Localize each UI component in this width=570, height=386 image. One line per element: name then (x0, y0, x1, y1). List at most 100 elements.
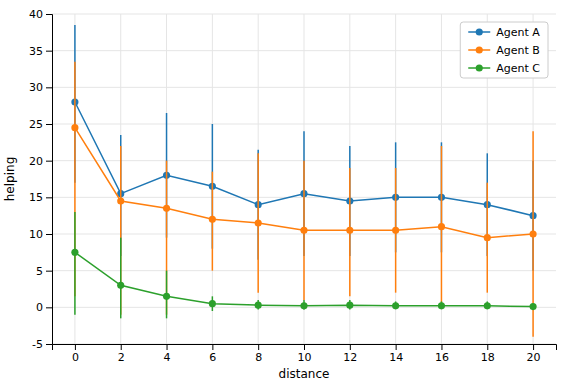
tick-mark (46, 197, 52, 198)
error-bar (74, 212, 76, 315)
line (75, 252, 533, 306)
point (255, 302, 262, 309)
grid-line (74, 14, 75, 344)
legend-box (460, 22, 548, 78)
grid-line (120, 14, 121, 344)
grid (52, 14, 556, 344)
point (438, 302, 445, 309)
tick-label: 16 (435, 351, 449, 364)
tick-label: 18 (481, 351, 495, 364)
point (117, 197, 124, 204)
tick: 20 (29, 155, 52, 168)
tick-label: 12 (343, 351, 357, 364)
tick-mark (212, 344, 213, 350)
tick-mark (46, 51, 52, 52)
tick-mark (304, 344, 305, 350)
y-axis-title: helping (3, 157, 17, 202)
point (392, 302, 399, 309)
tick-mark (121, 344, 122, 350)
point (255, 219, 262, 226)
legend-marker (476, 46, 483, 53)
axis-line (46, 15, 53, 345)
legend-label: Agent C (496, 62, 540, 75)
series (71, 212, 536, 318)
tick-label: 10 (29, 228, 43, 241)
tick-mark (350, 344, 351, 350)
tick: 20 (527, 344, 541, 364)
tick: 18 (481, 344, 495, 364)
tick-mark (75, 344, 76, 350)
tick-label: 14 (389, 351, 403, 364)
tick: 2 (118, 344, 125, 364)
tick: -5 (32, 338, 52, 351)
tick-label: -5 (32, 338, 43, 351)
x-axis-title: distance (279, 367, 330, 381)
x-axis: 0 2 4 6 8 10 12 14 16 18 20 (53, 344, 557, 364)
legend-label: Agent B (496, 44, 540, 57)
tick: 4 (164, 344, 171, 364)
tick-mark (167, 344, 168, 350)
tick-mark (46, 344, 52, 345)
point (71, 124, 78, 131)
tick-label: 4 (164, 351, 171, 364)
tick-label: 35 (29, 45, 43, 58)
tick-label: 10 (298, 351, 312, 364)
tick-mark (46, 124, 52, 125)
tick-label: 25 (29, 118, 43, 131)
point (530, 303, 537, 310)
tick-label: 20 (29, 155, 43, 168)
legend-entry: Agent A (468, 26, 540, 39)
tick: 12 (343, 344, 357, 364)
point (484, 234, 491, 241)
point (117, 282, 124, 289)
line (75, 128, 533, 238)
tick-mark (46, 87, 52, 88)
tick-mark (441, 344, 442, 350)
tick-label: 8 (255, 351, 262, 364)
point (209, 216, 216, 223)
tick: 8 (255, 344, 262, 364)
plot: 0 2 4 6 8 10 12 14 16 18 20 -5 0 5 10 15 20 25 30 35 40 Agent… (29, 8, 557, 364)
chart: 0 2 4 6 8 10 12 14 16 18 20 -5 0 5 10 15 20 25 30 35 40 Agent… (0, 0, 570, 386)
tick-label: 2 (118, 351, 125, 364)
point (346, 227, 353, 234)
point (392, 227, 399, 234)
error-bar (120, 238, 122, 319)
tick: 6 (209, 344, 216, 364)
grid-line (395, 14, 396, 344)
point (484, 302, 491, 309)
tick: 0 (72, 344, 79, 364)
grid-line (304, 14, 305, 344)
tick: 14 (389, 344, 403, 364)
tick-label: 5 (36, 265, 43, 278)
tick: 10 (298, 344, 312, 364)
legend-entry: Agent B (468, 44, 540, 57)
y-axis: -5 0 5 10 15 20 25 30 35 40 (29, 8, 53, 351)
tick: 35 (29, 45, 52, 58)
tick-mark (46, 271, 52, 272)
tick: 40 (29, 8, 52, 21)
tick: 5 (36, 265, 52, 278)
legend-marker (476, 64, 483, 71)
tick-label: 6 (209, 351, 216, 364)
point (346, 302, 353, 309)
point (438, 223, 445, 230)
tick-label: 30 (29, 81, 43, 94)
tick-label: 0 (72, 351, 79, 364)
point (163, 205, 170, 212)
grid-line (349, 14, 350, 344)
legend-label: Agent A (496, 26, 540, 39)
tick-mark (46, 14, 52, 15)
point (300, 302, 307, 309)
tick-mark (396, 344, 397, 350)
tick: 10 (29, 228, 52, 241)
tick-label: 20 (527, 351, 541, 364)
tick: 25 (29, 118, 52, 131)
tick-mark (487, 344, 488, 350)
grid-line (258, 14, 259, 344)
tick-label: 40 (29, 8, 43, 21)
tick-label: 15 (29, 191, 43, 204)
point (530, 230, 537, 237)
tick: 16 (435, 344, 449, 364)
tick: 0 (36, 301, 52, 314)
